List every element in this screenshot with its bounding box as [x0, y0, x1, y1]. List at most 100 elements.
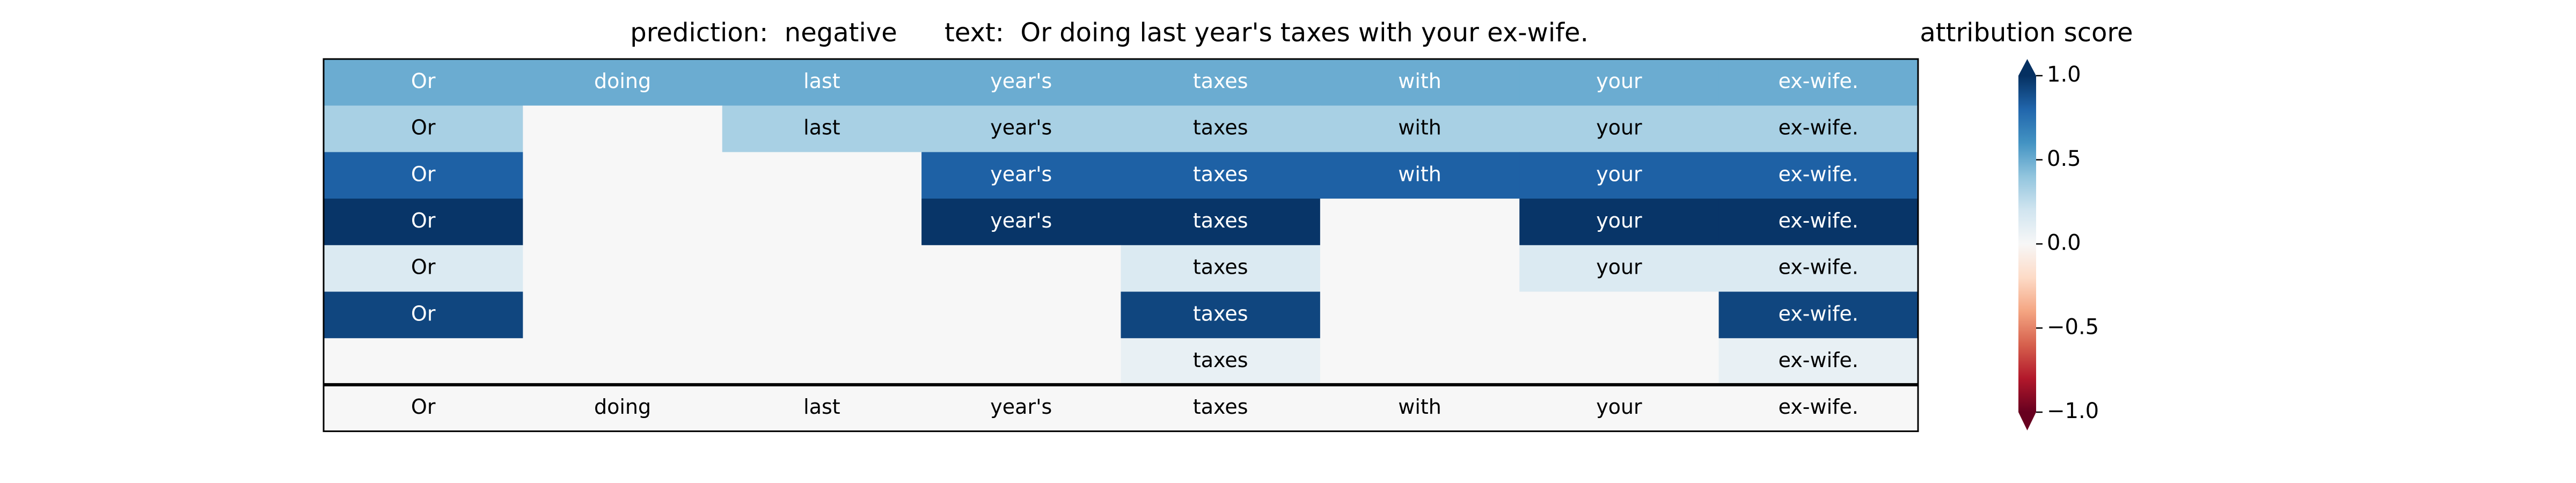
colorbar-tick-label: −0.5 [2047, 314, 2099, 339]
heatmap-cell [324, 199, 523, 246]
heatmap-cell [722, 152, 922, 199]
heatmap-cell [523, 152, 723, 199]
heatmap-cell [1320, 152, 1520, 199]
heatmap-cell [1718, 105, 1919, 152]
cell-token: ex-wife. [1779, 348, 1858, 372]
cell-token: Or [411, 209, 436, 232]
cell-token: taxes [1193, 348, 1248, 372]
cell-token: ex-wife. [1779, 162, 1858, 186]
heatmap-frame [323, 58, 1919, 433]
cell-token: taxes [1193, 255, 1248, 279]
heatmap-cell [1718, 199, 1919, 246]
heatmap-cell [1121, 291, 1321, 339]
cell-token: year's [990, 162, 1052, 186]
cell-token: ex-wife. [1779, 302, 1858, 325]
input-token: last [803, 395, 840, 419]
heatmap-cell [1718, 291, 1919, 339]
cell-token: taxes [1193, 116, 1248, 140]
cell-token: year's [990, 209, 1052, 232]
heatmap-cell [722, 338, 922, 385]
heatmap-cell [921, 338, 1121, 385]
heatmap-cell [1121, 105, 1321, 152]
colorbar [2018, 76, 2036, 412]
colorbar-tick-label: 0.0 [2047, 231, 2081, 255]
heatmap-cell [1519, 59, 1719, 106]
heatmap-cell [1519, 199, 1719, 246]
heatmap-cell [1718, 338, 1919, 385]
heatmap-cell [523, 59, 723, 106]
heatmap-cell [1519, 105, 1719, 152]
cell-token: year's [990, 116, 1052, 140]
cell-token: taxes [1193, 209, 1248, 232]
cell-token: last [803, 69, 840, 93]
cell-token: ex-wife. [1779, 69, 1858, 93]
input-token: your [1596, 395, 1642, 419]
heatmap-cell [1121, 199, 1321, 246]
cell-token: Or [411, 162, 436, 186]
heatmap-cell [1320, 199, 1520, 246]
heatmap-cell [921, 105, 1121, 152]
heatmap-cell [523, 338, 723, 385]
cell-token: taxes [1193, 162, 1248, 186]
heatmap-cell [921, 59, 1121, 106]
colorbar-title: attribution score [1920, 18, 2133, 48]
heatmap-cell [1718, 245, 1919, 292]
cell-token: taxes [1193, 302, 1248, 325]
heatmap-cell [722, 59, 922, 106]
heatmap-cell [1320, 105, 1520, 152]
heatmap-cell [1718, 59, 1919, 106]
heatmap-cell [324, 291, 523, 339]
cell-token: taxes [1193, 69, 1248, 93]
heatmap-cell [1519, 245, 1719, 292]
heatmap-cell [722, 105, 922, 152]
cell-token: doing [594, 69, 651, 93]
heatmap-cell [523, 105, 723, 152]
heatmap-cell [1121, 245, 1321, 292]
input-token: doing [594, 395, 651, 419]
heatmap-cell [1121, 59, 1321, 106]
cell-token: Or [411, 302, 436, 325]
colorbar-extend-top [2018, 59, 2036, 76]
heatmap-cell [324, 245, 523, 292]
heatmap-cell [1320, 291, 1520, 339]
heatmap-cell [523, 199, 723, 246]
cell-token: your [1596, 116, 1642, 140]
heatmap-cell [523, 245, 723, 292]
cell-token: ex-wife. [1779, 209, 1858, 232]
heatmap-cell [1320, 338, 1520, 385]
heatmap-cell [1519, 291, 1719, 339]
cell-token: with [1398, 69, 1441, 93]
cell-token: ex-wife. [1779, 116, 1858, 140]
input-row [324, 384, 1918, 431]
heatmap-cell [722, 291, 922, 339]
input-token: ex-wife. [1779, 395, 1858, 419]
cell-token: Or [411, 255, 436, 279]
cell-token: Or [411, 69, 436, 93]
colorbar-tick-label: 0.5 [2047, 147, 2081, 171]
colorbar-tick-label: −1.0 [2047, 399, 2099, 423]
heatmap-cell [523, 291, 723, 339]
heatmap-cell [921, 245, 1121, 292]
cell-token: last [803, 116, 840, 140]
text-title: text: Or doing last year's taxes with yo… [945, 18, 1589, 48]
colorbar-extend-bottom [2018, 412, 2036, 430]
heatmap-cell [1121, 152, 1321, 199]
heatmap-cell [1320, 59, 1520, 106]
cell-token: ex-wife. [1779, 255, 1858, 279]
heatmap-cell [1320, 245, 1520, 292]
heatmap-cell [921, 152, 1121, 199]
cell-token: your [1596, 162, 1642, 186]
cell-token: Or [411, 116, 436, 140]
cell-token: your [1596, 69, 1642, 93]
heatmap-cell [1121, 338, 1321, 385]
cell-token: your [1596, 255, 1642, 279]
heatmap-cell [324, 338, 523, 385]
input-token: year's [990, 395, 1052, 419]
heatmap-cell [921, 291, 1121, 339]
cell-token: year's [990, 69, 1052, 93]
heatmap-cell [722, 199, 922, 246]
colorbar-tick-label: 1.0 [2047, 62, 2081, 87]
heatmap-cell [324, 105, 523, 152]
heatmap-cell [324, 152, 523, 199]
